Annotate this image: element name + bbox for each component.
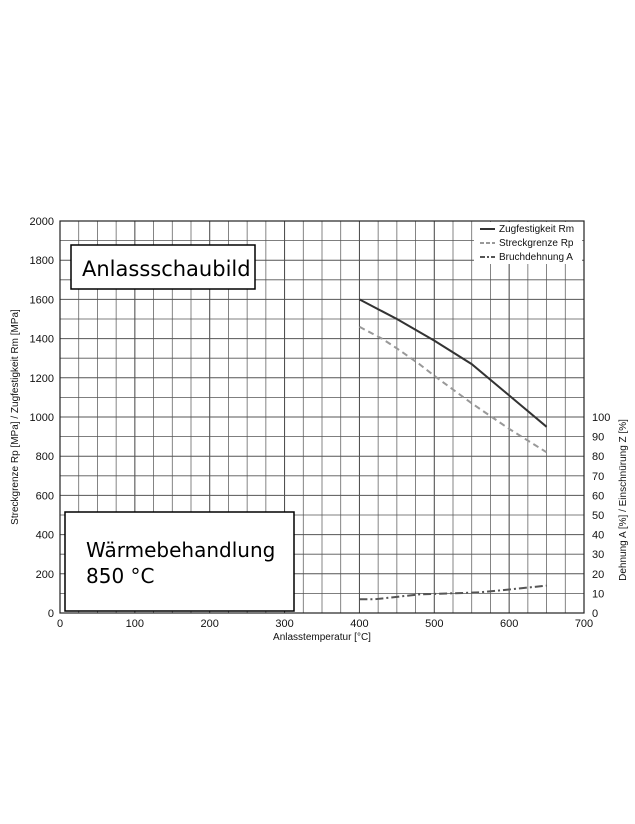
title-box: Anlassschaubild — [70, 244, 256, 290]
series-line-0 — [358, 298, 548, 428]
y-tick-label: 200 — [36, 569, 54, 581]
y2-tick-label: 20 — [592, 569, 604, 581]
heat-treatment-temperature: 850 °C — [86, 564, 155, 588]
y-tick-label: 1000 — [30, 412, 54, 424]
tick-labels: 0 100 200 300 400 500 600 700020040060080010001… — [30, 216, 611, 630]
heat-treatment-label: Wärmebehandlung — [86, 538, 275, 562]
y-axis-label: Streckgrenze Rp [MPa] / Zugfestigkeit Rm… — [10, 309, 21, 525]
y2-tick-label: 0 — [592, 608, 598, 620]
x-tick-label: 400 — [350, 618, 368, 630]
y-tick-label: 2000 — [30, 216, 54, 228]
x-axis-label: Anlasstemperatur [°C] — [273, 632, 371, 643]
x-tick-label: 700 — [575, 618, 593, 630]
y-tick-label: 1600 — [30, 294, 54, 306]
y2-tick-label: 80 — [592, 451, 604, 463]
heat-treatment-box: Wärmebehandlung 850 °C — [64, 511, 295, 612]
y-tick-label: 400 — [36, 530, 54, 542]
y2-tick-label: 10 — [592, 588, 604, 600]
y2-tick-label: 40 — [592, 530, 604, 542]
legend-label-streckgrenze: Streckgrenze Rp — [499, 238, 574, 249]
y2-tick-label: 50 — [592, 510, 604, 522]
y-tick-label: 1400 — [30, 334, 54, 346]
plot-frame — [59, 220, 585, 614]
y2-tick-label: 70 — [592, 471, 604, 483]
x-tick-label: 500 — [425, 618, 443, 630]
y-tick-label: 1800 — [30, 255, 54, 267]
heat-treatment-box-frame — [64, 511, 295, 612]
x-tick-label: 600 — [500, 618, 518, 630]
x-tick-label: 200 — [201, 618, 219, 630]
x-tick-label: 0 — [57, 618, 63, 630]
legend-label-bruchdehnung: Bruchdehnung A — [499, 252, 573, 263]
y2-tick-label: 30 — [592, 549, 604, 561]
y2-tick-label: 60 — [592, 490, 604, 502]
y-tick-label: 0 — [48, 608, 54, 620]
y-tick-label: 800 — [36, 451, 54, 463]
y2-tick-label: 90 — [592, 432, 604, 444]
chart-title: Anlassschaubild — [82, 257, 251, 281]
y-tick-label: 1200 — [30, 373, 54, 385]
y-tick-label: 600 — [36, 490, 54, 502]
x-tick-label: 300 — [275, 618, 293, 630]
x-tick-label: 100 — [126, 618, 144, 630]
series-line-2 — [359, 584, 547, 601]
title-box-frame — [70, 244, 256, 290]
legend: Zugfestigkeit Rm Streckgrenze Rp Bruchde… — [474, 222, 582, 264]
series-line-1 — [358, 325, 548, 454]
legend-label-zugfestigkeit: Zugfestigkeit Rm — [499, 224, 574, 235]
y2-axis-label: Dehnung A [%] / Einschnürung Z [%] — [618, 419, 629, 581]
series-lines — [358, 298, 548, 601]
y2-tick-label: 100 — [592, 412, 610, 424]
